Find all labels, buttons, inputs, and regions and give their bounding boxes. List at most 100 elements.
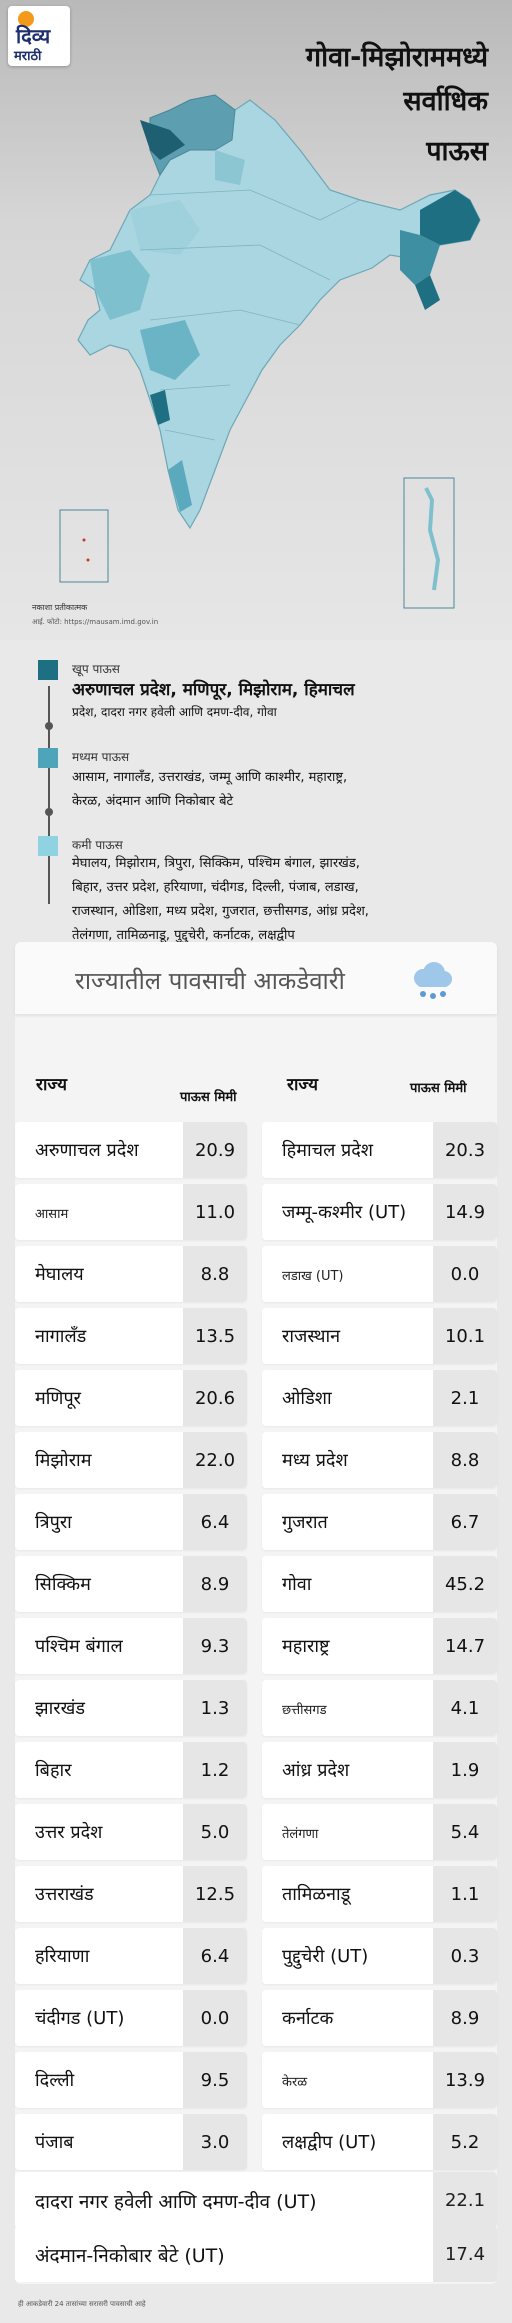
wide-row-value: 17.4 — [444, 2244, 486, 2265]
lakshadweep-inset — [59, 509, 109, 583]
state-row: आंध्र प्रदेश 1.9 — [262, 1742, 497, 1798]
legend-high-label: खूप पाऊस — [72, 662, 120, 676]
state-name: राजस्थान — [282, 1326, 341, 1347]
map-note: नकाशा प्रतीकात्मक — [32, 603, 88, 612]
region-kerala — [168, 460, 192, 512]
state-name: आंध्र प्रदेश — [282, 1760, 350, 1781]
value-cell-bg — [433, 1494, 497, 1550]
state-row: तामिळनाडू 1.1 — [262, 1866, 497, 1922]
state-row: मिझोराम 22.0 — [15, 1432, 247, 1488]
logo-line2: मराठी — [14, 49, 42, 64]
stats-title: राज्यातील पावसाची आकडेवारी — [75, 967, 345, 995]
col-head-rain-left: पाऊस मिमी — [180, 1090, 237, 1105]
rainfall-value: 1.2 — [200, 1760, 230, 1781]
rainfall-value: 4.1 — [450, 1698, 480, 1719]
state-name: आसाम — [35, 1207, 69, 1222]
value-cell-bg — [183, 1308, 247, 1364]
value-cell-bg — [183, 1742, 247, 1798]
rainfall-value: 2.1 — [450, 1388, 480, 1409]
state-row: आसाम 11.0 — [15, 1184, 247, 1240]
region-rajasthan — [130, 200, 200, 255]
rainfall-value: 3.0 — [200, 2132, 230, 2153]
rainfall-value: 5.2 — [450, 2132, 480, 2153]
value-cell-bg — [433, 2172, 497, 2228]
region-arunachal — [420, 190, 480, 245]
state-row: पश्चिम बंगाल 9.3 — [15, 1618, 247, 1674]
region-assam — [400, 230, 440, 285]
state-name: केरळ — [282, 2075, 308, 2090]
headline-line2: सर्वाधिक — [403, 86, 488, 117]
rain-cloud-icon — [414, 962, 452, 999]
rainfall-value: 8.9 — [200, 1574, 230, 1595]
value-cell-bg — [183, 1432, 247, 1488]
rainfall-value: 6.7 — [450, 1512, 480, 1533]
value-cell-bg — [183, 2052, 247, 2108]
legend-low-line4: तेलंगणा, तामिळनाडू, पुद्दुचेरी, कर्नाटक,… — [72, 928, 295, 943]
rainfall-value: 22.0 — [194, 1450, 236, 1471]
legend-high-swatch — [38, 660, 58, 680]
rainfall-value: 13.5 — [194, 1326, 236, 1347]
state-row: मेघालय 8.8 — [15, 1246, 247, 1302]
legend-medium-label: मध्यम पाऊस — [72, 750, 130, 764]
state-name: उत्तराखंड — [35, 1884, 94, 1905]
state-row: कर्नाटक 8.9 — [262, 1990, 497, 2046]
value-cell-bg — [433, 1804, 497, 1860]
rainfall-value: 14.7 — [444, 1636, 486, 1657]
value-cell-bg — [183, 1370, 247, 1426]
state-row: गोवा 45.2 — [262, 1556, 497, 1612]
state-name: पुद्दुचेरी (UT) — [282, 1946, 369, 1967]
value-cell-bg — [183, 1680, 247, 1736]
state-name: मध्य प्रदेश — [282, 1450, 348, 1471]
rainfall-value: 0.3 — [450, 1946, 480, 1967]
wide-row-dadra: दादरा नगर हवेली आणि दमण-दीव (UT) 22.1 — [15, 2172, 497, 2228]
state-name: त्रिपुरा — [35, 1512, 72, 1533]
state-row: तेलंगणा 5.4 — [262, 1804, 497, 1860]
wide-row-name: अंदमान-निकोबार बेटे (UT) — [35, 2245, 225, 2267]
state-name: गुजरात — [282, 1512, 328, 1533]
state-borders — [139, 189, 361, 441]
value-cell-bg — [183, 1556, 247, 1612]
rainfall-value: 11.0 — [194, 1202, 236, 1223]
rainfall-value: 5.4 — [450, 1822, 480, 1843]
stats-header: राज्यातील पावसाची आकडेवारी — [15, 942, 497, 1014]
state-name: चंदीगड (UT) — [35, 2008, 125, 2029]
state-name: मणिपूर — [35, 1388, 82, 1409]
logo-sun-icon — [18, 11, 34, 27]
state-name: पंजाब — [35, 2132, 74, 2153]
state-name: लडाख (UT) — [282, 1269, 344, 1284]
rainfall-value: 5.0 — [200, 1822, 230, 1843]
col-head-state-right: राज्य — [287, 1075, 318, 1095]
legend-medium-line1: आसाम, नागालँड, उत्तराखंड, जम्मू आणि काश्… — [72, 770, 348, 785]
legend-low-line3: राजस्थान, ओडिशा, मध्य प्रदेश, गुजरात, छत… — [72, 904, 369, 919]
headline: गोवा-मिझोराममध्ये सर्वाधिक पाऊस — [306, 40, 488, 172]
rainfall-value: 1.1 — [450, 1884, 480, 1905]
state-name: कर्नाटक — [282, 2008, 334, 2029]
value-cell-bg — [433, 1370, 497, 1426]
value-cell-bg — [433, 2226, 497, 2282]
state-name: गोवा — [282, 1574, 312, 1595]
region-goa — [150, 390, 170, 425]
value-cell-bg — [433, 1680, 497, 1736]
value-cell-bg — [433, 1556, 497, 1612]
footer-note: ही आकडेवारी 24 तासांच्या सरासरी पावसाची … — [18, 2300, 146, 2308]
col-head-state-left: राज्य — [36, 1075, 67, 1095]
state-name: छत्तीसगड — [282, 1703, 327, 1718]
state-row: हरियाणा 6.4 — [15, 1928, 247, 1984]
state-name: तेलंगणा — [282, 1827, 319, 1842]
rainfall-value: 9.3 — [200, 1636, 230, 1657]
state-row: गुजरात 6.7 — [262, 1494, 497, 1550]
legend-low-label: कमी पाऊस — [72, 838, 123, 852]
value-cell-bg — [433, 1866, 497, 1922]
india-rainfall-map — [59, 94, 481, 609]
headline-line1: गोवा-मिझोराममध्ये — [305, 42, 488, 73]
value-cell-bg — [183, 1866, 247, 1922]
state-row: जम्मू-कश्मीर (UT) 14.9 — [262, 1184, 497, 1240]
rainfall-value: 1.9 — [450, 1760, 480, 1781]
rainfall-value: 45.2 — [444, 1574, 486, 1595]
value-cell-bg — [433, 2114, 497, 2170]
state-row: अरुणाचल प्रदेश 20.9 — [15, 1122, 247, 1178]
col-head-rain-right: पाऊस मिमी — [410, 1081, 467, 1096]
rainfall-value: 0.0 — [200, 2008, 230, 2029]
legend-dot — [45, 808, 53, 816]
value-cell-bg — [183, 1494, 247, 1550]
